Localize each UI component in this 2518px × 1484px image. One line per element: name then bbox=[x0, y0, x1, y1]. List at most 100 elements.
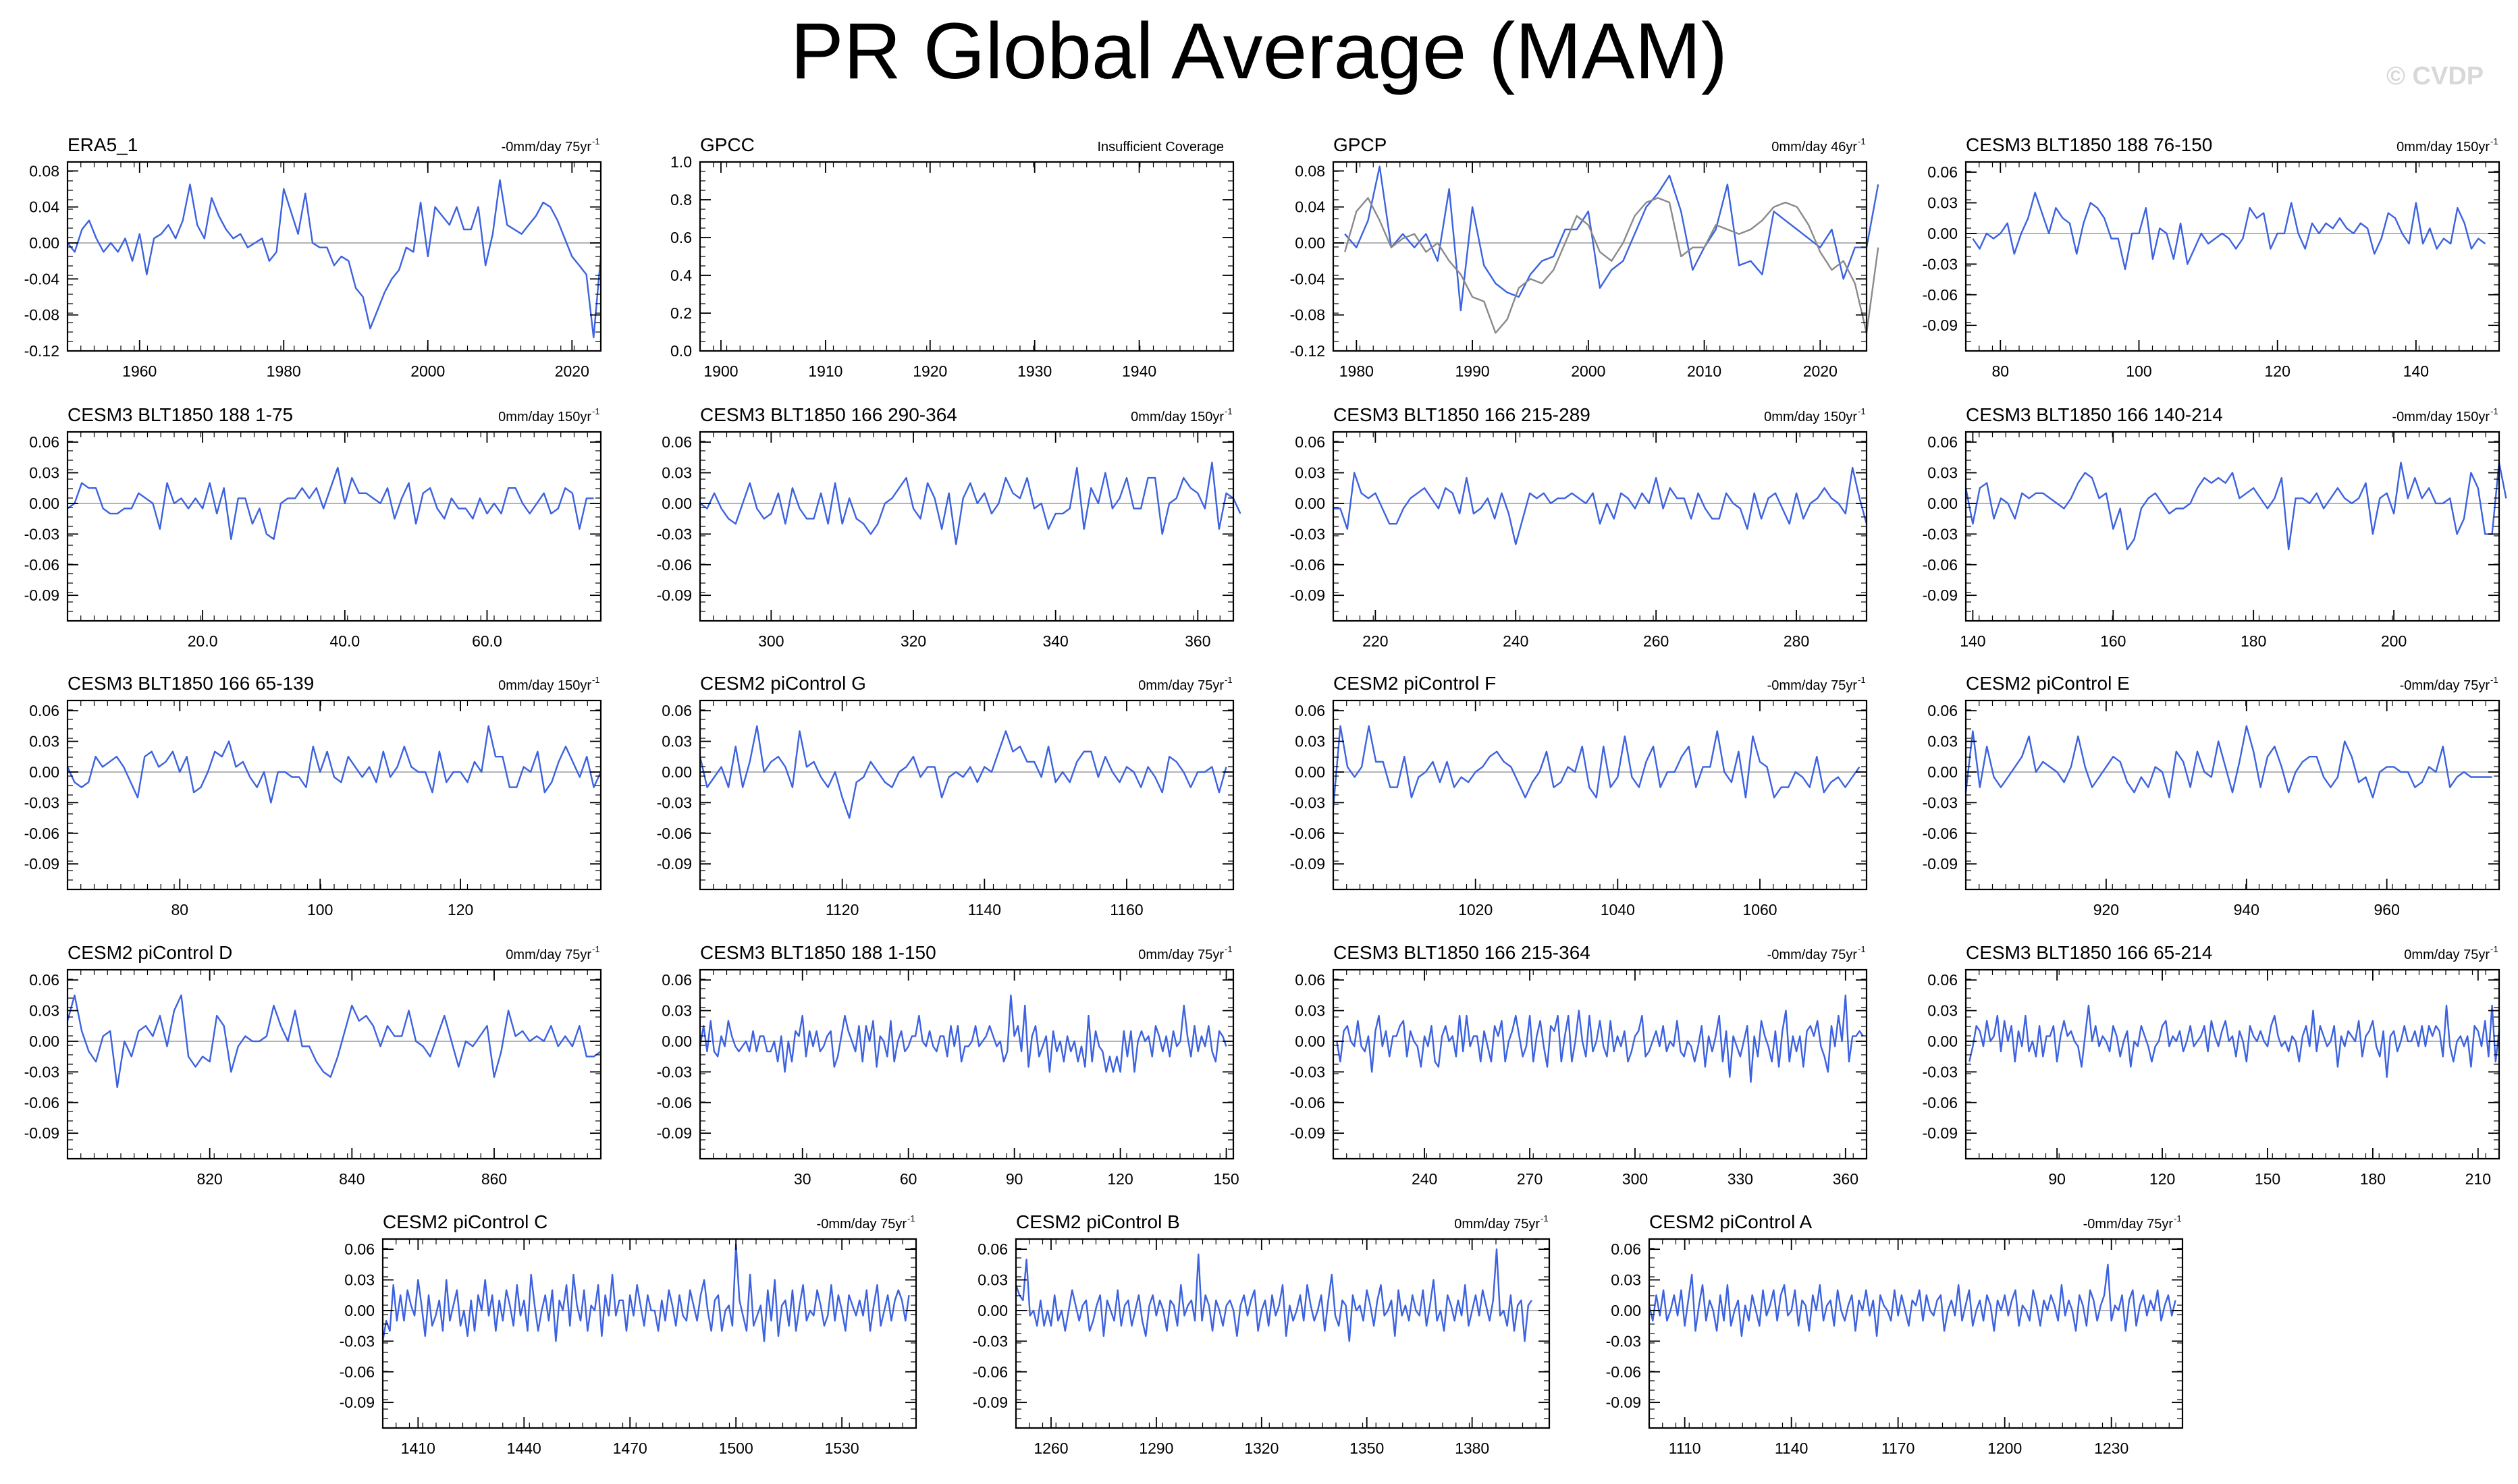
panel-trend-exponent: -1 bbox=[592, 136, 600, 146]
y-tick-label: -0.06 bbox=[1290, 825, 1325, 842]
series-line bbox=[699, 994, 1227, 1073]
series-line bbox=[67, 179, 602, 339]
panel-trend-exponent: -1 bbox=[1858, 944, 1866, 954]
y-tick-label: -0.06 bbox=[1923, 1094, 1958, 1111]
series-line bbox=[1344, 165, 1879, 312]
plot-frame bbox=[1332, 699, 1868, 891]
x-tick-label: 1200 bbox=[1987, 1439, 2022, 1457]
y-tick-label: -0.09 bbox=[1290, 855, 1325, 873]
series-line bbox=[66, 994, 601, 1089]
y-tick-label: 0.00 bbox=[1927, 1033, 1958, 1050]
y-tick-label: 0.06 bbox=[1295, 971, 1325, 989]
y-tick-label: 0.00 bbox=[1927, 763, 1958, 781]
y-tick-label: -0.06 bbox=[657, 1094, 692, 1111]
series-line bbox=[1336, 994, 1864, 1083]
plot-frame bbox=[699, 699, 1235, 891]
x-tick-label: 1920 bbox=[913, 362, 947, 380]
plot-frame bbox=[66, 161, 602, 352]
y-tick-label: -0.03 bbox=[24, 794, 59, 811]
series-line bbox=[1333, 466, 1868, 545]
plot-frame bbox=[1015, 1238, 1551, 1429]
x-tick-label: 840 bbox=[339, 1170, 365, 1188]
series-line bbox=[1332, 725, 1860, 808]
y-tick-label: 0.03 bbox=[1611, 1271, 1641, 1289]
y-tick-label: 0.06 bbox=[662, 433, 692, 451]
x-tick-label: 210 bbox=[2465, 1170, 2491, 1188]
y-tick-label: -0.06 bbox=[657, 556, 692, 574]
x-tick-label: 120 bbox=[448, 901, 473, 918]
panel-title: CESM3 BLT1850 188 1-75 bbox=[68, 404, 293, 425]
y-tick-label: 0.03 bbox=[29, 464, 59, 482]
panel-trend-label: -0mm/day 150yr bbox=[2392, 410, 2490, 424]
y-tick-label: -0.03 bbox=[340, 1332, 375, 1350]
y-tick-label: 0.06 bbox=[1611, 1240, 1641, 1258]
x-tick-label: 2010 bbox=[1687, 362, 1721, 380]
y-tick-label: -0.06 bbox=[24, 825, 59, 842]
x-tick-label: 1960 bbox=[122, 362, 157, 380]
y-tick-label: -0.06 bbox=[24, 1094, 59, 1111]
x-tick-label: 1260 bbox=[1034, 1439, 1068, 1457]
y-tick-label: -0.09 bbox=[1290, 1124, 1325, 1142]
x-tick-label: 300 bbox=[758, 632, 784, 650]
y-tick-label: 0.00 bbox=[977, 1302, 1008, 1319]
y-tick-label: -0.06 bbox=[1290, 1094, 1325, 1111]
chart-panel: CESM3 BLT1850 166 215-289 0mm/day 150yr -1… bbox=[1290, 404, 1868, 650]
panel-trend-exponent: -1 bbox=[2490, 406, 2498, 416]
panel-trend-label: Insufficient Coverage bbox=[1097, 140, 1224, 155]
y-tick-label: 0.00 bbox=[29, 495, 59, 512]
panel-trend-exponent: -1 bbox=[1225, 944, 1233, 954]
y-tick-label: 0.00 bbox=[662, 763, 692, 781]
plot-frame bbox=[1964, 699, 2500, 891]
chart-panel: CESM2 piControl D 0mm/day 75yr -1 -0.09 -0.0… bbox=[24, 942, 602, 1188]
y-tick-label: 0.06 bbox=[977, 1240, 1008, 1258]
plot-frame bbox=[1332, 431, 1868, 622]
x-tick-label: 360 bbox=[1185, 632, 1210, 650]
panel-trend-exponent: -1 bbox=[592, 406, 600, 416]
y-tick-label: 0.06 bbox=[29, 433, 59, 451]
x-tick-label: 150 bbox=[2255, 1170, 2280, 1188]
plot-frame bbox=[1332, 161, 1868, 352]
panel-title: CESM2 piControl A bbox=[1649, 1211, 1813, 1232]
plot-frame bbox=[66, 968, 602, 1160]
x-tick-label: 120 bbox=[2265, 362, 2291, 380]
y-tick-label: -0.09 bbox=[1923, 1124, 1958, 1142]
y-tick-label: 0.06 bbox=[344, 1240, 375, 1258]
y-tick-label: -0.04 bbox=[1290, 270, 1326, 287]
chart-panel: CESM3 BLT1850 166 65-214 0mm/day 75yr -1 -0… bbox=[1923, 942, 2500, 1188]
panel-title: ERA5_1 bbox=[68, 134, 138, 155]
y-tick-label: -0.03 bbox=[657, 1063, 692, 1080]
panel-trend-label: 0mm/day 46yr bbox=[1771, 140, 1857, 155]
panel-trend-label: 0mm/day 75yr bbox=[1454, 1217, 1540, 1232]
x-tick-label: 1040 bbox=[1601, 901, 1635, 918]
x-tick-label: 1020 bbox=[1458, 901, 1493, 918]
y-tick-label: -0.03 bbox=[657, 525, 692, 543]
x-tick-label: 1140 bbox=[1775, 1439, 1808, 1457]
y-tick-label: 0.00 bbox=[29, 763, 59, 781]
x-tick-label: 30 bbox=[794, 1170, 811, 1188]
panel-trend-label: -0mm/day 75yr bbox=[1767, 947, 1858, 962]
panel-trend-exponent: -1 bbox=[1225, 675, 1233, 685]
x-tick-label: 2000 bbox=[1571, 362, 1605, 380]
y-tick-label: -0.09 bbox=[657, 1124, 692, 1142]
panel-trend-exponent: -1 bbox=[1858, 136, 1866, 146]
panel-trend-label: 0mm/day 75yr bbox=[1138, 947, 1224, 962]
plot-frame bbox=[1964, 431, 2500, 622]
y-tick-label: -0.06 bbox=[1606, 1363, 1641, 1381]
chart-panel: CESM2 piControl A -0mm/day 75yr -1 -0.09 -0.… bbox=[1606, 1211, 2184, 1457]
x-tick-label: 200 bbox=[2381, 632, 2407, 650]
x-tick-label: 960 bbox=[2374, 901, 2399, 918]
x-tick-label: 270 bbox=[1517, 1170, 1543, 1188]
plot-frame bbox=[1964, 968, 2500, 1160]
y-tick-label: 0.00 bbox=[29, 1033, 59, 1050]
y-tick-label: 0.03 bbox=[662, 1002, 692, 1020]
y-tick-label: 0.03 bbox=[344, 1271, 375, 1289]
panel-title: GPCC bbox=[700, 134, 755, 155]
y-tick-label: 0.00 bbox=[662, 1033, 692, 1050]
x-tick-label: 1440 bbox=[507, 1439, 541, 1457]
x-tick-label: 20.0 bbox=[188, 632, 218, 650]
y-tick-label: 0.00 bbox=[1295, 234, 1325, 252]
x-tick-label: 1290 bbox=[1139, 1439, 1173, 1457]
plot-frame bbox=[381, 1238, 917, 1429]
series-line bbox=[1648, 1263, 2176, 1338]
y-tick-label: 0.06 bbox=[1927, 433, 1958, 451]
